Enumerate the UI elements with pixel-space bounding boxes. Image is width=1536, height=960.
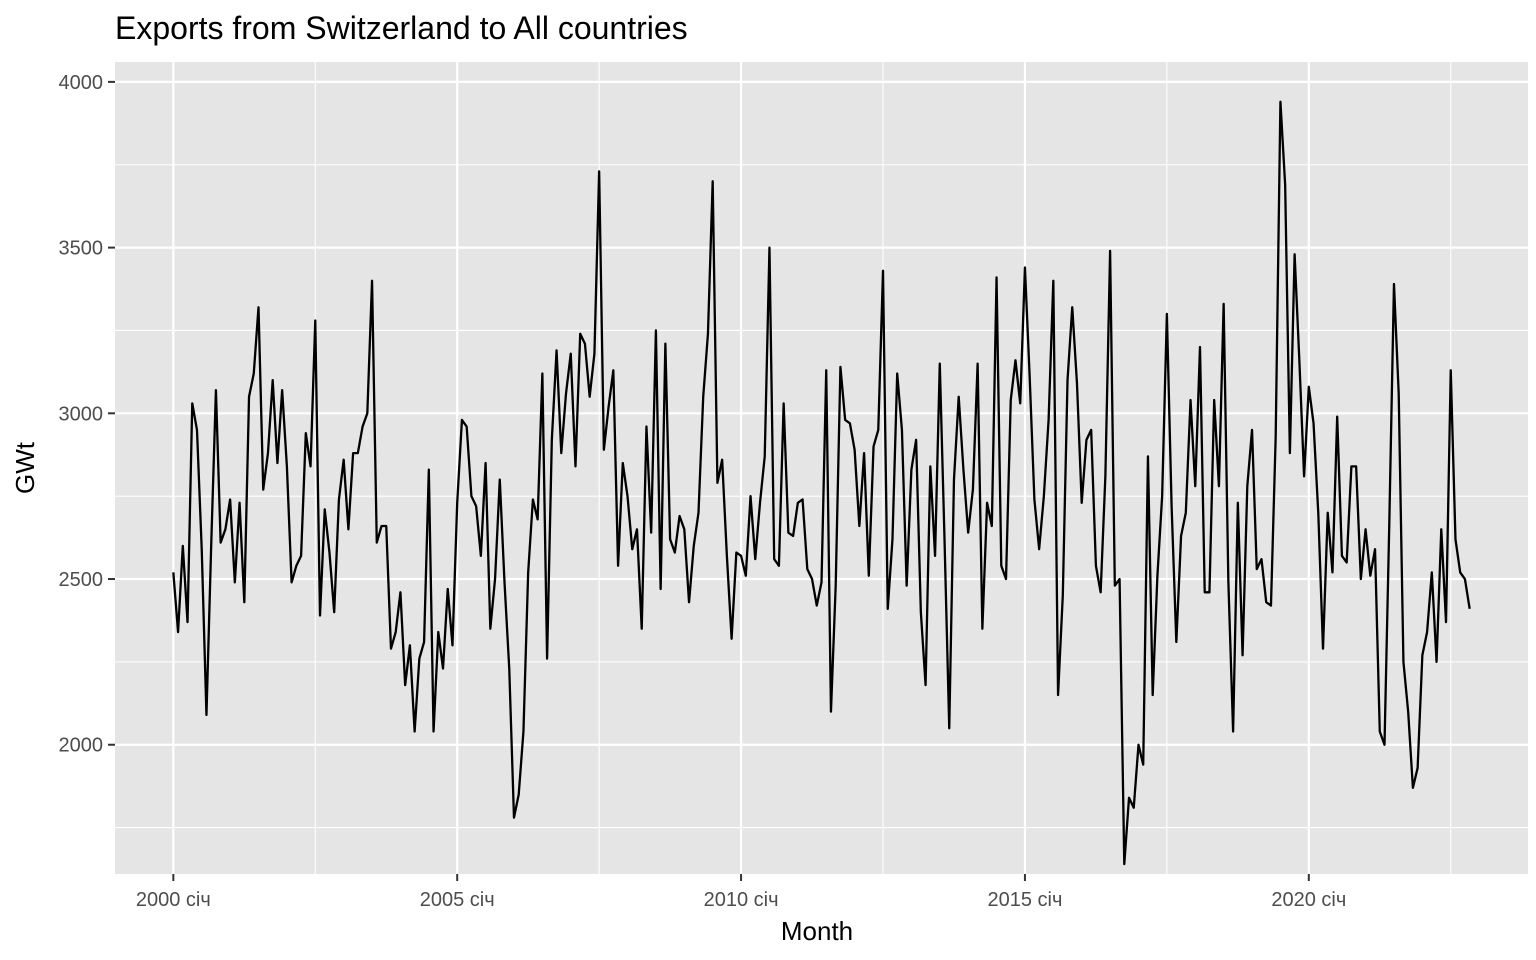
axes: 2000 2500 3000 3500 4000 2000 січ 2005 січ 2010… [59, 72, 1347, 911]
x-tick-label: 2000 січ [136, 889, 211, 911]
chart-title: Exports from Switzerland to All countrie… [115, 10, 688, 46]
x-tick-label: 2010 січ [704, 889, 779, 911]
x-axis-title: Month [781, 916, 853, 946]
y-tick-label: 2500 [59, 569, 104, 591]
y-tick-label: 3000 [59, 403, 104, 425]
x-tick-label: 2020 січ [1271, 889, 1346, 911]
y-tick-label: 3500 [59, 238, 104, 260]
grid-major [115, 62, 1528, 874]
series [172, 100, 1471, 866]
y-axis-title: GWt [10, 441, 40, 494]
plot-panel [115, 62, 1528, 874]
y-tick-label: 2000 [59, 735, 104, 757]
x-tick-label: 2015 січ [987, 889, 1062, 911]
y-tick-label: 4000 [59, 72, 104, 94]
x-tick-label: 2005 січ [420, 889, 495, 911]
series-line [172, 100, 1471, 866]
